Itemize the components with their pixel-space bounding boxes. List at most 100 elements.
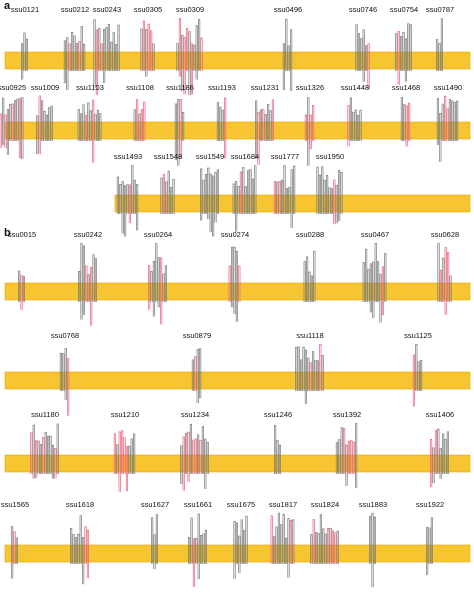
helix-loop <box>197 513 200 580</box>
protein-name: ssu0879 <box>183 331 211 340</box>
helix-loop <box>359 109 362 141</box>
protein-name: ssu0496 <box>274 5 302 14</box>
helix-loop <box>143 101 146 141</box>
helix-loop <box>335 442 338 474</box>
helix-loop <box>324 533 327 564</box>
helix-loop <box>407 23 410 71</box>
helix-loop <box>94 113 97 141</box>
helix-loop <box>103 29 106 84</box>
helix-loop <box>180 445 183 484</box>
helix-loop <box>30 432 33 474</box>
helix-loop <box>293 165 296 214</box>
protein-name: ssu0628 <box>431 230 459 239</box>
protein-name: ssu1180 <box>31 410 59 419</box>
helix-loop <box>281 179 284 214</box>
helix-loop <box>21 97 24 160</box>
helix-loop <box>345 444 348 486</box>
helix-loop <box>335 184 338 224</box>
helix-loop <box>379 273 382 323</box>
helix-loop <box>131 165 134 214</box>
helix-loop <box>318 174 321 214</box>
helix-loop <box>245 515 248 564</box>
protein-name: ssu1777 <box>271 152 299 161</box>
helix-loop <box>295 347 298 391</box>
helix-loop <box>9 104 12 141</box>
helix-loop <box>288 187 291 214</box>
protein-name: ssu0121 <box>11 5 39 14</box>
helix-loop <box>92 99 95 163</box>
protein-name: ssu1210 <box>111 410 139 419</box>
helix-loop <box>373 516 376 564</box>
helix-loop <box>428 527 431 564</box>
helix-loop <box>397 31 400 85</box>
helix-loop <box>54 448 57 479</box>
helix-loop <box>80 25 83 71</box>
helix-loop <box>233 520 236 579</box>
panel-label: a <box>4 0 11 12</box>
helix-loop <box>451 100 454 141</box>
helix-loop <box>145 29 148 77</box>
helix-loop <box>282 43 285 91</box>
helix-loop <box>115 43 118 71</box>
helix-loop <box>190 517 193 564</box>
helix-loop <box>204 173 207 214</box>
helix-loop <box>365 248 368 302</box>
helix-loop <box>174 103 177 161</box>
helix-loop <box>197 434 200 474</box>
helix-loop <box>42 437 45 474</box>
helix-loop <box>259 109 262 141</box>
helix-loop <box>63 40 66 84</box>
protein-name: ssu1231 <box>251 83 279 92</box>
helix-loop <box>192 538 195 587</box>
helix-loop <box>243 530 246 564</box>
helix-loop <box>105 26 108 71</box>
helix-loop <box>278 180 281 214</box>
helix-loop <box>112 32 115 71</box>
helix-loop <box>403 104 406 141</box>
helix-loop <box>444 247 447 315</box>
helix-loop <box>430 439 433 488</box>
protein-name: ssu1406 <box>426 410 454 419</box>
helix-loop <box>312 351 315 391</box>
helix-loop <box>191 359 194 391</box>
helix-loop <box>350 440 353 474</box>
helix-loop <box>439 448 442 479</box>
helix-loop <box>312 105 315 141</box>
protein-name: ssu1490 <box>434 83 462 92</box>
helix-loop <box>48 107 51 141</box>
helix-loop <box>50 105 53 141</box>
helix-loop <box>49 435 52 474</box>
helix-loop <box>182 111 185 141</box>
helix-loop <box>77 108 80 141</box>
helix-loop <box>11 103 14 141</box>
helix-loop <box>216 102 219 141</box>
helix-loop <box>449 275 452 302</box>
helix-loop <box>275 526 278 564</box>
helix-loop <box>74 537 77 564</box>
helix-loop <box>347 105 350 147</box>
helix-loop <box>84 526 87 564</box>
helix-loop <box>367 268 370 302</box>
helix-loop <box>194 356 197 391</box>
helix-loop <box>285 18 288 71</box>
helix-loop <box>142 20 145 71</box>
helix-loop <box>242 167 245 214</box>
helix-loop <box>283 165 286 214</box>
helix-loop <box>369 263 372 313</box>
helix-loop <box>221 109 224 141</box>
helix-loop <box>365 45 368 71</box>
helix-loop <box>247 170 250 214</box>
helix-loop <box>444 95 447 141</box>
helix-loop <box>302 346 305 391</box>
helix-loop <box>96 109 99 141</box>
helix-loop <box>93 19 96 88</box>
helix-loop <box>47 436 50 474</box>
helix-loop <box>264 114 267 141</box>
helix-loop <box>436 98 439 146</box>
helix-loop <box>285 537 288 564</box>
helix-loop <box>232 183 235 214</box>
helix-loop <box>343 428 346 474</box>
helix-loop <box>319 514 322 564</box>
helix-loop <box>22 276 25 302</box>
helix-loop <box>11 526 14 579</box>
